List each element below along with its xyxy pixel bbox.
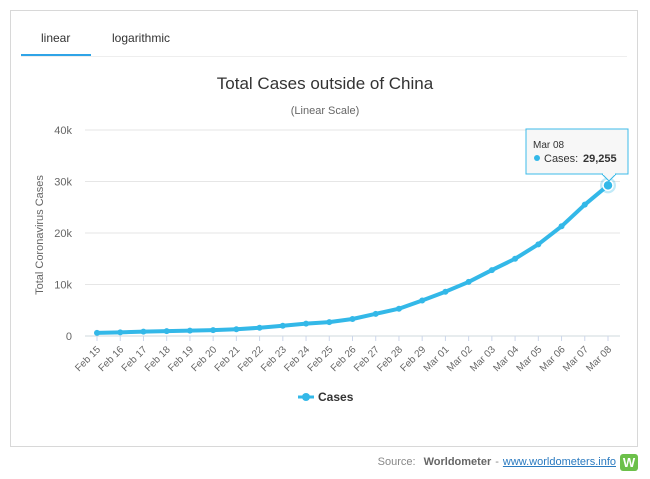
source-footer: Source: Worldometer - www.worldometers.i…: [378, 453, 638, 471]
data-point[interactable]: [233, 326, 240, 333]
chart-subtitle: (Linear Scale): [291, 105, 359, 117]
worldometer-logo-icon[interactable]: W: [620, 453, 638, 471]
data-point[interactable]: [279, 322, 286, 329]
source-link[interactable]: www.worldometers.info: [502, 456, 616, 468]
chart-title: Total Cases outside of China: [217, 74, 434, 93]
legend-label[interactable]: Cases: [318, 390, 354, 404]
series-line-cases[interactable]: [95, 183, 610, 335]
data-point[interactable]: [581, 201, 588, 208]
data-point[interactable]: [465, 278, 472, 285]
source-label: Source:: [377, 456, 416, 468]
y-tick-label: 0: [66, 331, 72, 343]
tooltip-date: Mar 08: [533, 140, 565, 151]
data-point[interactable]: [535, 241, 542, 248]
tooltip-series-label: Cases:: [544, 153, 578, 165]
active-tab-indicator: [21, 54, 91, 57]
data-point[interactable]: [372, 310, 379, 317]
data-point[interactable]: [326, 319, 333, 326]
scale-tabs: linear logarithmic: [11, 11, 637, 57]
data-point[interactable]: [512, 255, 519, 262]
data-point[interactable]: [419, 297, 426, 304]
tooltip-value: 29,255: [583, 153, 617, 165]
tab-logarithmic[interactable]: logarithmic: [112, 31, 171, 45]
source-brand: Worldometer: [423, 456, 492, 468]
data-point[interactable]: [94, 329, 100, 336]
data-point[interactable]: [117, 329, 124, 336]
data-point[interactable]: [210, 327, 217, 334]
tab-linear[interactable]: linear: [41, 31, 71, 45]
data-point[interactable]: [140, 328, 147, 335]
y-tick-label: 30k: [54, 177, 72, 189]
tooltip-series-dot: [534, 155, 540, 161]
y-tick-label: 20k: [54, 228, 72, 240]
x-tick-label: Mar 08: [584, 344, 614, 374]
tooltip: Mar 08 Cases: 29,255: [525, 128, 629, 182]
data-point[interactable]: [602, 179, 614, 192]
tabs-divider: [21, 56, 627, 57]
y-tick-label: 10k: [54, 280, 72, 292]
y-axis-title: Total Coronavirus Cases: [34, 175, 46, 295]
data-point[interactable]: [558, 223, 565, 230]
data-point[interactable]: [395, 305, 402, 312]
data-point[interactable]: [303, 320, 310, 327]
data-point[interactable]: [349, 316, 356, 323]
chart-panel: linear logarithmic: [10, 10, 638, 447]
data-point[interactable]: [163, 328, 170, 335]
data-point[interactable]: [488, 267, 495, 274]
data-point[interactable]: [256, 324, 263, 331]
source-separator: -: [495, 456, 499, 468]
legend-marker: [302, 393, 310, 401]
legend[interactable]: Cases: [298, 390, 354, 404]
data-point[interactable]: [186, 327, 193, 334]
y-tick-label: 40k: [54, 125, 72, 137]
chart-canvas: Total Cases outside of China (Linear Sca…: [34, 74, 629, 404]
data-point[interactable]: [442, 288, 449, 295]
